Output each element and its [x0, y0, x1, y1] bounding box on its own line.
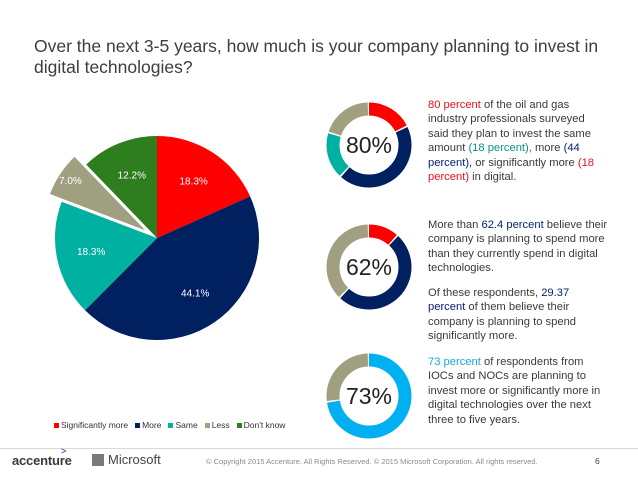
pie-label-significantly-more: 18.3% — [179, 177, 207, 188]
legend-item-significantly-more: Significantly more — [54, 420, 128, 430]
legend-swatch-less — [205, 423, 210, 428]
insight-text-4: 73 percent of respondents from IOCs and … — [428, 355, 608, 427]
legend-item-same: Same — [168, 420, 197, 430]
text3-part-a: Of these respondents, — [428, 287, 541, 299]
copyright-text: © Copyright 2015 Accenture. All Rights R… — [206, 457, 538, 466]
legend-swatch-don-t-know — [237, 423, 242, 428]
pie-label-more: 44.1% — [181, 288, 209, 299]
insight-text-2: More than 62.4 percent believe their com… — [428, 218, 608, 276]
text2-part-a: More than — [428, 219, 481, 231]
text1-part-f: or significantly more — [472, 157, 578, 169]
legend-label-don-t-know: Don't know — [244, 420, 286, 430]
donut-label-73: 73% — [329, 383, 409, 410]
legend-label-less: Less — [212, 420, 230, 430]
footer-divider — [0, 448, 638, 449]
legend-item-don-t-know: Don't know — [237, 420, 286, 430]
accenture-greater-than-icon: > — [61, 446, 66, 456]
highlight-80-percent: 80 percent — [428, 99, 481, 111]
pie-legend: Significantly more More Same Less Don't know — [54, 420, 285, 430]
microsoft-logo: Microsoft — [92, 452, 161, 467]
donut-label-80: 80% — [329, 132, 409, 159]
text1-part-h: in digital. — [469, 171, 516, 183]
microsoft-wordmark: Microsoft — [108, 452, 161, 467]
legend-swatch-more — [135, 423, 140, 428]
pie-label-same: 18.3% — [77, 247, 105, 258]
insight-text-1: 80 percent of the oil and gas industry p… — [428, 98, 608, 184]
pie-label-don-t-know: 12.2% — [118, 171, 146, 182]
legend-label-same: Same — [175, 420, 197, 430]
pie-label-less: 7.0% — [59, 176, 82, 187]
page-number: 6 — [595, 456, 600, 466]
insight-text-3: Of these respondents, 29.37 percent of t… — [428, 286, 608, 344]
highlight-18-percent-same: (18 percent), — [468, 142, 531, 154]
text1-part-d: more — [532, 142, 564, 154]
legend-swatch-same — [168, 423, 173, 428]
legend-label-more: More — [142, 420, 161, 430]
legend-swatch-significantly-more — [54, 423, 59, 428]
legend-item-less: Less — [205, 420, 230, 430]
legend-item-more: More — [135, 420, 161, 430]
legend-label-significantly-more: Significantly more — [61, 420, 128, 430]
microsoft-square-icon — [92, 454, 104, 466]
accenture-logo: accenture > — [12, 453, 72, 468]
donut-label-62: 62% — [329, 254, 409, 281]
highlight-62-percent: 62.4 percent — [481, 219, 543, 231]
highlight-73-percent: 73 percent — [428, 356, 481, 368]
